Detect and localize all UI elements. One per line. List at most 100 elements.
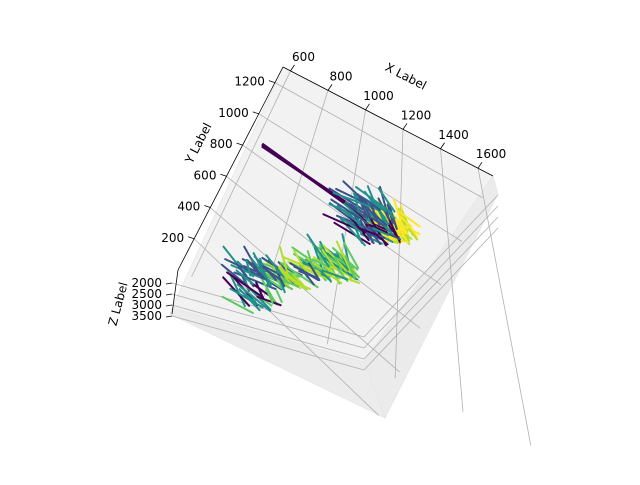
z-tick (165, 315, 173, 318)
y-tick-label: 1200 (234, 75, 265, 89)
quiver-arrow (396, 209, 421, 228)
z-tick (165, 304, 173, 307)
quiver-arrow (359, 227, 379, 237)
y-gridline (242, 144, 442, 286)
x-gridline (440, 148, 464, 412)
y-tick-label: 600 (194, 168, 217, 182)
quiver-arrow (261, 279, 278, 305)
z-tick-label: 3500 (131, 309, 162, 323)
y-tick-label: 1000 (218, 106, 249, 120)
quiver-arrow (229, 287, 264, 309)
quiver-arrow (306, 233, 330, 268)
z-tick-label: 2000 (131, 276, 162, 290)
quiver-arrow (269, 279, 284, 290)
x-tick-label: 1000 (363, 89, 394, 103)
quiver-arrow (300, 261, 349, 281)
x-gridline (477, 168, 532, 446)
z-tick (165, 282, 173, 285)
y-tick (220, 173, 227, 177)
quiver-arrow (311, 258, 331, 269)
quiver-arrow (377, 187, 396, 213)
quiver-arrow (317, 268, 332, 282)
y-tick (252, 111, 259, 115)
quiver-arrow (355, 186, 393, 215)
quiver-arrow (335, 240, 353, 275)
y-tick (188, 236, 195, 240)
z-gridline (363, 194, 499, 338)
axis-lines (171, 66, 494, 315)
quiver-arrow (342, 241, 360, 269)
z-axis-line (171, 269, 179, 315)
x-axis-line (282, 66, 494, 177)
quiver-arrow (357, 194, 381, 211)
x-tick (477, 161, 483, 169)
quiver-arrow (336, 204, 360, 225)
grid-lines (171, 70, 532, 446)
z-tick-label: 2500 (131, 287, 162, 301)
x-tick (402, 123, 408, 130)
quiver-arrow (333, 255, 343, 271)
z-gridline (171, 315, 365, 371)
x-tick (440, 142, 445, 149)
x-gridline (394, 129, 404, 379)
quiver-arrow (371, 231, 382, 246)
quiver-arrow (388, 224, 399, 237)
z-gridline (171, 293, 365, 349)
z-gridline (363, 216, 499, 360)
x-tick-label: 1200 (401, 108, 432, 122)
quiver-arrow (229, 273, 246, 308)
y-tick-label: 800 (210, 137, 233, 151)
tick-labels: 600 800 1000 1200 1400 1600 200 400 600 800 1000 12… (131, 50, 506, 323)
quiver-arrow (397, 213, 413, 228)
quiver-arrow (344, 254, 356, 280)
quiver-arrow (372, 227, 389, 237)
quiver-arrow (330, 198, 370, 225)
quiver-arrow (359, 219, 371, 238)
y-gridline (210, 207, 400, 373)
quiver-arrow (236, 283, 272, 312)
z-gridline (363, 205, 499, 349)
quiver-arrow (321, 248, 337, 270)
quiver-arrow (292, 273, 309, 291)
quiver-arrow (275, 289, 283, 303)
x-tick (290, 64, 295, 72)
x-gridline (191, 70, 291, 277)
quiver-arrow (407, 225, 418, 238)
z-tick-label: 3000 (131, 298, 162, 312)
quiver-arrow (366, 222, 388, 234)
quiver-arrow (249, 256, 272, 285)
quiver-arrow (347, 203, 366, 219)
quiver-arrow (256, 295, 282, 307)
x-tick-label: 1400 (438, 128, 469, 142)
y-axis-line (177, 66, 284, 271)
quiver-arrow (278, 245, 290, 277)
quiver-arrows (220, 142, 421, 315)
quiver-arrow (366, 207, 388, 226)
quiver-arrow (370, 203, 381, 227)
x-tick (327, 84, 333, 91)
quiver-arrow (245, 258, 252, 277)
tick-marks (165, 64, 483, 318)
quiver-arrow (293, 249, 309, 276)
quiver-arrow (265, 287, 274, 305)
z-gridline (363, 227, 499, 371)
side-pane (169, 307, 386, 419)
quiver-arrow (341, 217, 363, 234)
quiver-arrow (353, 192, 360, 213)
quiver-arrow (248, 287, 272, 311)
x-tick-label: 1600 (476, 147, 507, 161)
y-tick (204, 205, 211, 208)
y-tick (268, 80, 276, 83)
quiver-arrow (277, 273, 286, 288)
quiver-arrow (396, 223, 409, 244)
z-axis-label: Z Label (106, 281, 131, 328)
quiver-arrow (333, 221, 371, 245)
y-tick (236, 142, 243, 146)
x-tick-label: 600 (292, 50, 315, 64)
quiver-arrow (257, 262, 283, 282)
quiver-arrow (239, 289, 256, 303)
quiver-arrow (221, 295, 254, 315)
quiver-arrow (392, 198, 406, 233)
y-gridline (274, 82, 483, 199)
